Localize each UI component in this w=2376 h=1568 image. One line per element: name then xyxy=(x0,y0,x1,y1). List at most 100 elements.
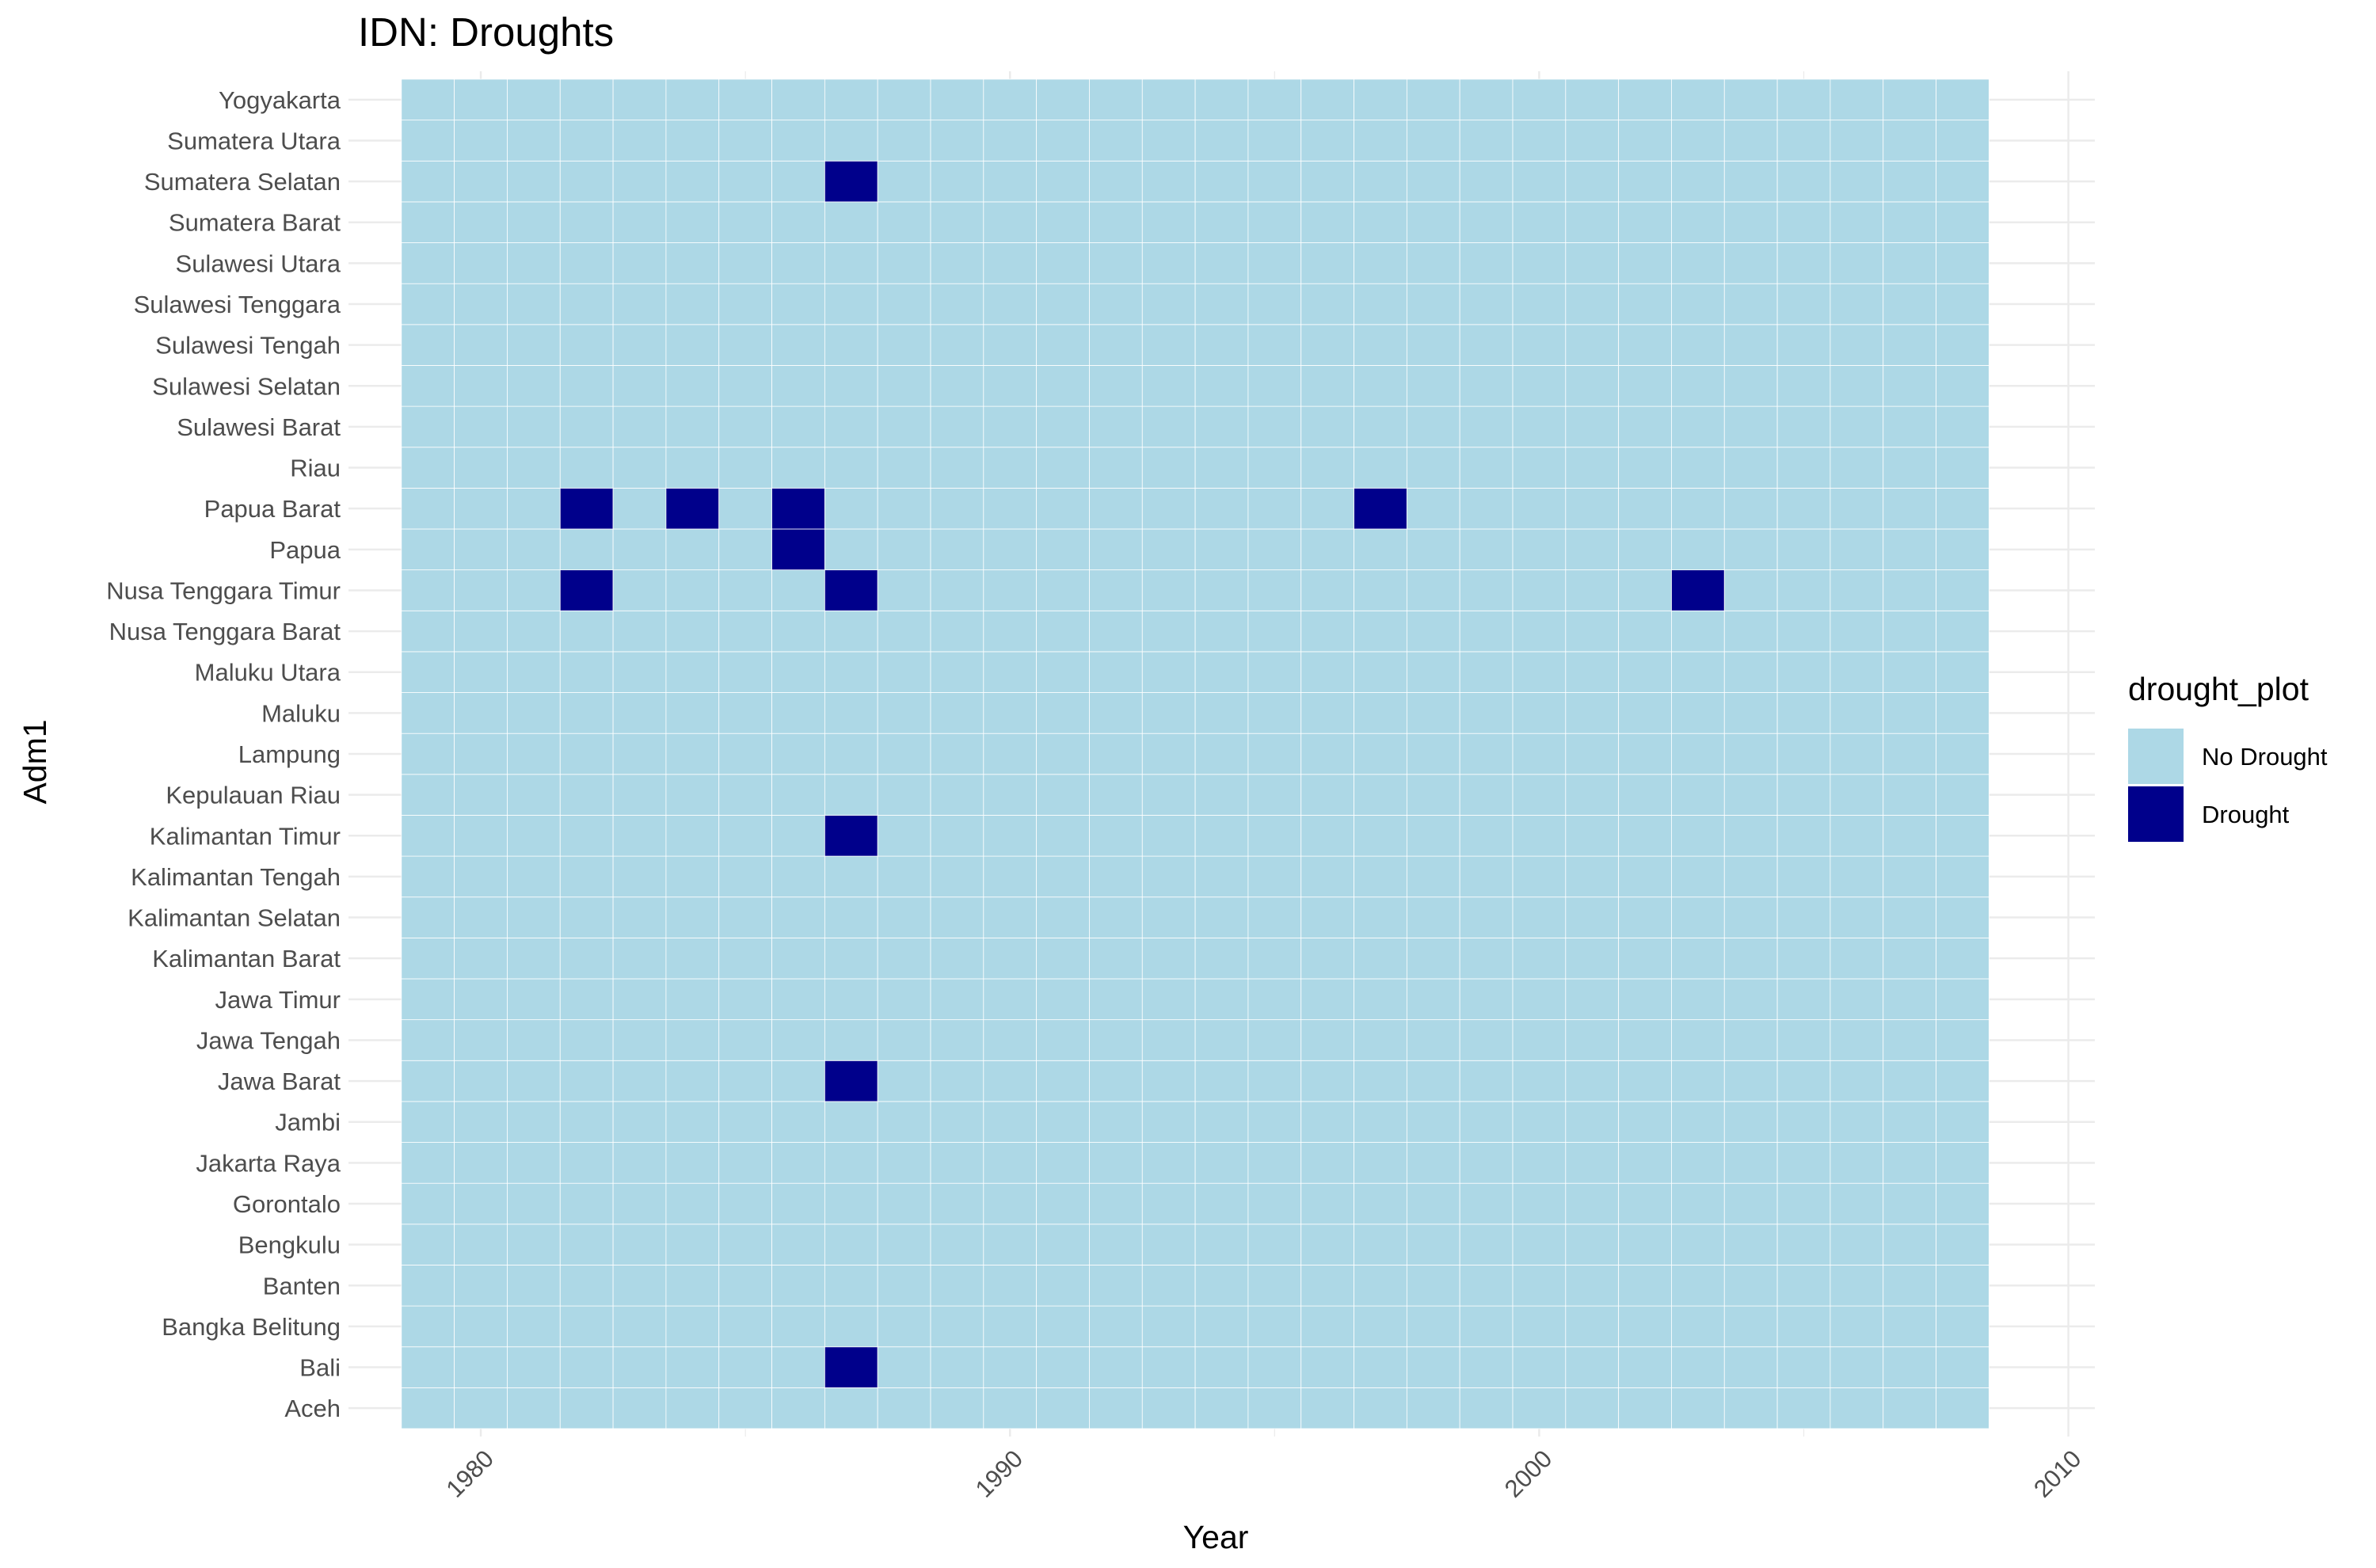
no-drought-tile xyxy=(930,1182,984,1225)
no-drought-tile xyxy=(507,1387,561,1429)
no-drought-tile xyxy=(1565,201,1620,243)
no-drought-tile xyxy=(877,120,931,162)
no-drought-tile xyxy=(1776,283,1831,325)
no-drought-tile xyxy=(1776,815,1831,857)
no-drought-tile xyxy=(559,1224,614,1265)
no-drought-tile xyxy=(612,569,667,611)
no-drought-tile xyxy=(1936,1182,1990,1225)
no-drought-tile xyxy=(507,487,561,530)
no-drought-tile xyxy=(665,365,720,407)
no-drought-tile xyxy=(559,815,614,857)
no-drought-tile xyxy=(454,487,508,530)
no-drought-tile xyxy=(559,1182,614,1225)
no-drought-tile xyxy=(1512,937,1567,980)
no-drought-tile xyxy=(1776,1019,1831,1061)
no-drought-tile xyxy=(1036,1346,1090,1388)
no-drought-tile xyxy=(1936,365,1990,407)
no-drought-tile xyxy=(1936,1305,1990,1348)
no-drought-tile xyxy=(1089,1305,1143,1348)
no-drought-tile xyxy=(507,120,561,162)
x-tick-label: 1980 xyxy=(440,1444,499,1503)
no-drought-tile xyxy=(612,937,667,980)
no-drought-tile xyxy=(1776,569,1831,611)
no-drought-tile xyxy=(612,283,667,325)
no-drought-tile xyxy=(612,120,667,162)
y-tick-label: Sumatera Barat xyxy=(169,209,341,237)
no-drought-tile xyxy=(1936,324,1990,366)
no-drought-tile xyxy=(1194,855,1249,898)
y-tick-label: Bangka Belitung xyxy=(162,1313,341,1341)
no-drought-tile xyxy=(1565,1387,1620,1429)
no-drought-tile xyxy=(1300,733,1354,775)
y-tick-label: Sulawesi Utara xyxy=(176,249,341,277)
no-drought-tile xyxy=(877,78,931,121)
no-drought-tile xyxy=(1194,365,1249,407)
no-drought-tile xyxy=(1776,78,1831,121)
no-drought-tile xyxy=(1300,651,1354,693)
no-drought-tile xyxy=(1723,815,1778,857)
no-drought-tile xyxy=(983,1224,1038,1265)
no-drought-tile xyxy=(1300,1224,1354,1265)
no-drought-tile xyxy=(930,120,984,162)
no-drought-tile xyxy=(1776,1142,1831,1184)
no-drought-tile xyxy=(1141,937,1196,980)
no-drought-tile xyxy=(559,120,614,162)
no-drought-tile xyxy=(1406,610,1460,653)
no-drought-tile xyxy=(1354,815,1407,857)
no-drought-tile xyxy=(718,1182,772,1225)
no-drought-tile xyxy=(930,815,984,857)
no-drought-tile xyxy=(1141,242,1196,284)
no-drought-tile xyxy=(877,487,931,530)
no-drought-tile xyxy=(1723,405,1778,448)
no-drought-tile xyxy=(507,1101,561,1143)
no-drought-tile xyxy=(1723,937,1778,980)
no-drought-tile xyxy=(665,1305,720,1348)
no-drought-tile xyxy=(507,324,561,366)
no-drought-tile xyxy=(1830,160,1884,203)
no-drought-tile xyxy=(1089,487,1143,530)
no-drought-tile xyxy=(1565,120,1620,162)
no-drought-tile xyxy=(1459,1019,1514,1061)
no-drought-tile xyxy=(1459,120,1514,162)
no-drought-tile xyxy=(401,692,455,734)
no-drought-tile xyxy=(1300,1387,1354,1429)
no-drought-tile xyxy=(1512,78,1567,121)
no-drought-tile xyxy=(824,733,878,775)
y-tick-label: Jawa Barat xyxy=(218,1068,341,1095)
no-drought-tile xyxy=(930,242,984,284)
no-drought-tile xyxy=(454,242,508,284)
no-drought-tile xyxy=(1036,569,1090,611)
no-drought-tile xyxy=(718,896,772,938)
no-drought-tile xyxy=(1936,1142,1990,1184)
no-drought-tile xyxy=(1565,1101,1620,1143)
no-drought-tile xyxy=(1671,528,1725,571)
no-drought-tile xyxy=(1723,283,1778,325)
no-drought-tile xyxy=(824,1265,878,1307)
no-drought-tile xyxy=(1618,896,1672,938)
no-drought-tile xyxy=(983,1346,1038,1388)
no-drought-tile xyxy=(1300,447,1354,489)
no-drought-tile xyxy=(612,487,667,530)
no-drought-tile xyxy=(665,1265,720,1307)
no-drought-tile xyxy=(665,405,720,448)
no-drought-tile xyxy=(1300,120,1354,162)
no-drought-tile xyxy=(612,201,667,243)
no-drought-tile xyxy=(1776,610,1831,653)
no-drought-tile xyxy=(1671,774,1725,816)
no-drought-tile xyxy=(612,815,667,857)
no-drought-tile xyxy=(1194,1305,1249,1348)
no-drought-tile xyxy=(1141,815,1196,857)
no-drought-tile xyxy=(507,610,561,653)
no-drought-tile xyxy=(1830,1265,1884,1307)
no-drought-tile xyxy=(1883,78,1936,121)
no-drought-tile xyxy=(1141,283,1196,325)
no-drought-tile xyxy=(718,733,772,775)
no-drought-tile xyxy=(401,1305,455,1348)
no-drought-tile xyxy=(983,733,1038,775)
no-drought-tile xyxy=(1671,405,1725,448)
no-drought-tile xyxy=(1512,1060,1567,1102)
no-drought-tile xyxy=(1830,1101,1884,1143)
no-drought-tile xyxy=(824,324,878,366)
no-drought-tile xyxy=(1883,855,1936,898)
no-drought-tile xyxy=(1089,1346,1143,1388)
